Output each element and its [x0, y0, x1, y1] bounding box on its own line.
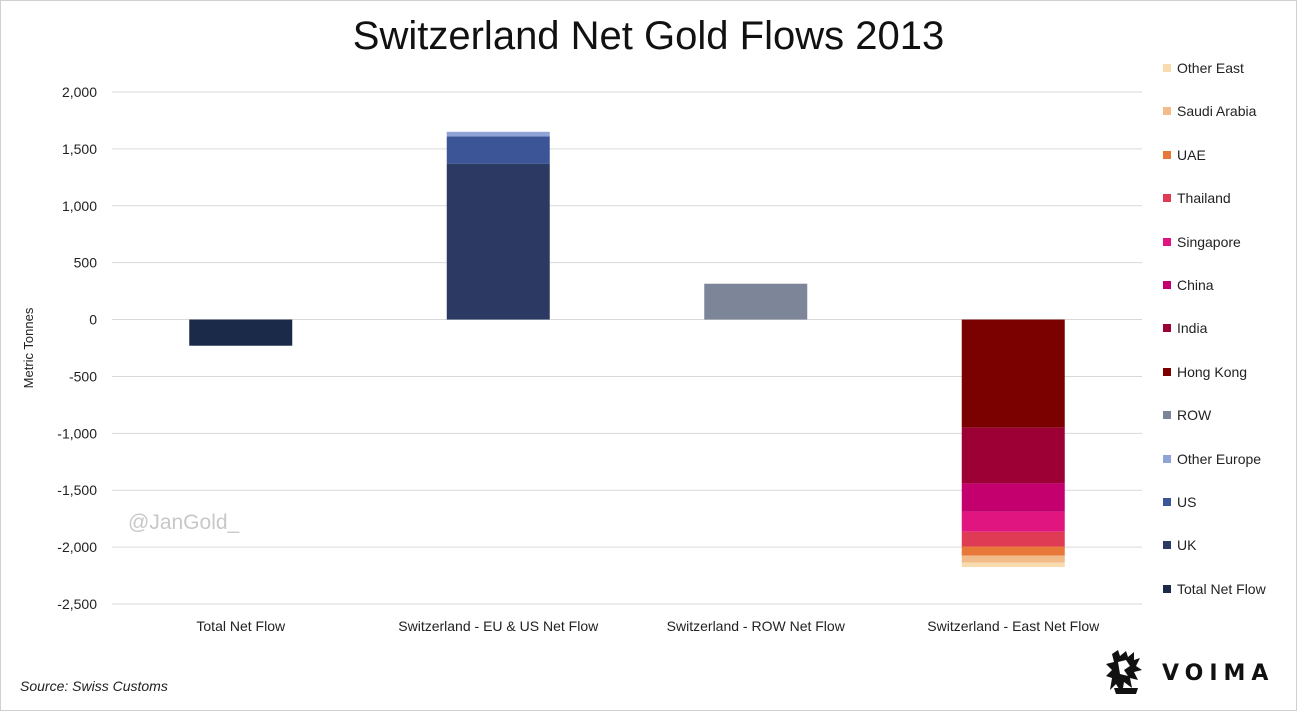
y-tick-label: -500: [69, 368, 97, 384]
legend-item: Saudi Arabia: [1163, 101, 1256, 121]
source-note: Source: Swiss Customs: [20, 678, 168, 694]
legend-swatch: [1163, 367, 1171, 376]
y-tick-label: -2,000: [57, 539, 97, 555]
legend-item: ROW: [1163, 405, 1211, 425]
bar-other-europe: [446, 131, 550, 137]
watermark: @JanGold_: [128, 511, 240, 534]
legend-item: UAE: [1163, 145, 1206, 165]
legend-item: India: [1163, 318, 1207, 338]
y-tick-label: 500: [74, 255, 98, 271]
brand-name: VOIMA: [1162, 660, 1275, 686]
y-tick-label: 1,000: [62, 198, 97, 214]
x-tick-label: Switzerland - East Net Flow: [927, 618, 1100, 634]
bar-saudi-arabia: [961, 555, 1065, 563]
legend-item: Singapore: [1163, 232, 1241, 252]
legend-item: China: [1163, 275, 1214, 295]
legend-swatch: [1163, 411, 1171, 420]
bar-other-east: [961, 562, 1065, 568]
bar-total-net-flow: [189, 319, 293, 346]
legend-label: UK: [1177, 537, 1197, 554]
x-tick-label: Switzerland - ROW Net Flow: [667, 618, 846, 634]
legend-swatch: [1163, 194, 1171, 203]
y-tick-label: -2,500: [57, 596, 97, 612]
legend-label: Other East: [1177, 60, 1244, 76]
y-tick-label: -1,000: [57, 425, 97, 441]
x-tick-label: Total Net Flow: [196, 618, 286, 634]
legend-swatch: [1163, 107, 1171, 116]
bar-uae: [961, 546, 1065, 556]
legend-label: US: [1177, 494, 1197, 510]
y-tick-label: -1,500: [57, 482, 97, 498]
legend-item: Other Europe: [1163, 449, 1261, 469]
bar-china: [961, 483, 1065, 512]
legend-swatch: [1163, 150, 1171, 159]
legend-label: ROW: [1177, 407, 1212, 424]
legend-item: US: [1163, 492, 1196, 512]
legend-swatch: [1163, 541, 1171, 550]
legend-item: Total Net Flow: [1163, 579, 1266, 599]
bar-thailand: [961, 531, 1065, 547]
bar-hong-kong: [961, 319, 1065, 428]
legend-swatch: [1163, 324, 1171, 333]
x-tick-label: Switzerland - EU & US Net Flow: [398, 618, 599, 634]
legend-label: India: [1177, 320, 1208, 337]
legend-swatch: [1163, 237, 1171, 246]
legend-label: Other Europe: [1177, 450, 1262, 467]
legend-label: Total Net Flow: [1177, 580, 1266, 597]
legend-item: Other East: [1163, 58, 1244, 78]
legend-swatch: [1163, 584, 1171, 593]
chart-title: Switzerland Net Gold Flows 2013: [352, 14, 945, 58]
bar-row: [704, 283, 808, 320]
legend-item: Hong Kong: [1163, 362, 1247, 382]
legend-swatch: [1163, 281, 1171, 289]
y-axis-label: Metric Tonnes: [21, 307, 36, 388]
bar-singapore: [961, 511, 1065, 532]
legend-item: Thailand: [1163, 188, 1231, 208]
lion-crest-icon: [1106, 650, 1142, 694]
y-tick-label: 2,000: [62, 84, 97, 100]
bar-us: [446, 136, 550, 164]
legend-swatch: [1163, 64, 1171, 72]
legend-label: UAE: [1177, 146, 1206, 163]
bar-uk: [446, 163, 550, 320]
legend-item: UK: [1163, 535, 1196, 555]
bar-india: [961, 427, 1065, 484]
brand-logo: VOIMA: [1104, 648, 1274, 698]
legend-swatch: [1163, 454, 1171, 463]
legend-label: Thailand: [1177, 190, 1231, 207]
legend-swatch: [1163, 498, 1171, 506]
legend-label: Saudi Arabia: [1177, 103, 1257, 120]
y-tick-label: 1,500: [62, 141, 97, 157]
legend-label: Hong Kong: [1177, 363, 1248, 380]
legend-label: China: [1177, 277, 1214, 293]
y-tick-label: 0: [89, 312, 97, 328]
legend-label: Singapore: [1177, 233, 1241, 250]
